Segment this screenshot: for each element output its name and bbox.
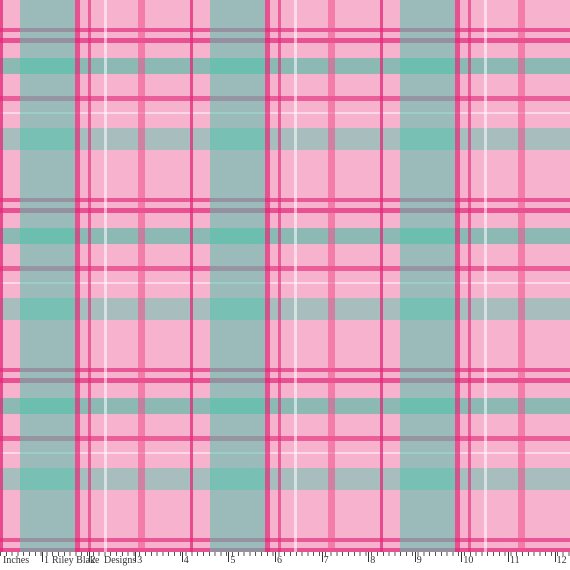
inch-number: 4	[183, 555, 189, 566]
inch-number: 12	[556, 555, 567, 566]
inch-number: 8	[370, 555, 376, 566]
inch-tick	[554, 552, 556, 562]
inch-tick	[135, 552, 137, 562]
inch-tick	[42, 552, 43, 562]
inch-number: 5	[230, 555, 236, 566]
inch-tick	[228, 552, 230, 562]
inch-tick	[461, 552, 463, 562]
brand-label: Riley Blake	[52, 555, 100, 566]
inch-tick	[414, 552, 416, 562]
inch-tick	[368, 552, 370, 562]
inch-number: 9	[416, 555, 422, 566]
inch-number: 1	[44, 555, 49, 566]
inch-number: 3	[137, 555, 143, 566]
brand-label: Designs	[104, 555, 137, 566]
inch-number: 10	[463, 555, 474, 566]
inch-number: 7	[323, 555, 329, 566]
ruler: Inches Riley Blake Designs 1 2 3 4 5 6 7 8 9 10 11…	[0, 552, 570, 570]
inch-tick	[88, 552, 90, 562]
inch-tick	[321, 552, 323, 562]
unit-label: Inches	[3, 555, 30, 566]
inch-number: 6	[277, 555, 282, 566]
inch-number: 2	[90, 555, 96, 566]
inch-tick	[275, 552, 276, 562]
inch-number: 11	[510, 555, 520, 566]
inch-tick	[181, 552, 183, 562]
inch-tick	[508, 552, 509, 562]
plaid-fabric	[0, 0, 570, 552]
